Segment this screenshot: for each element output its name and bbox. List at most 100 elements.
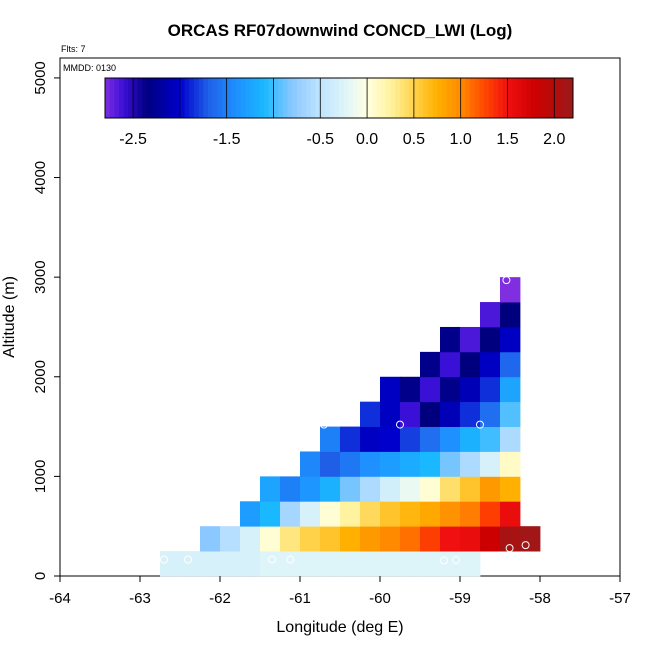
colorbar-segment xyxy=(385,78,391,118)
heatmap-cell xyxy=(500,302,521,328)
colorbar-segment xyxy=(404,78,410,118)
heatmap-cell xyxy=(480,501,501,527)
heatmap-cell xyxy=(440,426,461,452)
heatmap-cell xyxy=(480,526,501,552)
colorbar-segment xyxy=(137,78,143,118)
heatmap-cell xyxy=(500,476,521,502)
heatmap-cell xyxy=(400,401,421,427)
heatmap-cell xyxy=(460,326,481,353)
colorbar-segment xyxy=(516,78,523,118)
colorbar-segment xyxy=(329,78,335,118)
colorbar-segment xyxy=(456,78,462,118)
heatmap-cell xyxy=(340,501,361,527)
heatmap-cell xyxy=(420,401,441,427)
heatmap-cell xyxy=(480,302,501,328)
heatmap-cell xyxy=(460,351,481,378)
heatmap-cell xyxy=(440,351,461,378)
colorbar-segment xyxy=(142,78,148,118)
colorbar-segment xyxy=(175,78,181,118)
heatmap-cell xyxy=(480,351,501,378)
colorbar-segment xyxy=(343,78,349,118)
colorbar-segment xyxy=(231,78,237,118)
colorbar-segment xyxy=(310,78,317,118)
heatmap-cell xyxy=(360,526,381,552)
colorbar-segment xyxy=(259,78,265,118)
colorbar-segment xyxy=(413,78,420,118)
colorbar-segment xyxy=(119,78,125,118)
heatmap-cell xyxy=(460,476,481,502)
heatmap-cell xyxy=(500,376,521,403)
colorbar-segment xyxy=(105,78,111,118)
heatmap-cell xyxy=(220,526,241,552)
colorbar-segment xyxy=(399,78,406,118)
x-tick-label: -61 xyxy=(289,590,311,607)
colorbar-segment xyxy=(348,78,354,118)
heatmap-cell xyxy=(440,376,461,403)
colorbar-segment xyxy=(282,78,289,118)
heatmap-cell xyxy=(500,351,521,378)
colorbar-segment xyxy=(250,78,256,118)
flight-point xyxy=(440,556,448,565)
heatmap-cell xyxy=(400,451,421,477)
colorbar-segment xyxy=(151,78,157,118)
colorbar-segment xyxy=(324,78,331,118)
colorbar-segment xyxy=(357,78,363,118)
colorbar-segment xyxy=(502,78,508,118)
y-axis-label: Altitude (m) xyxy=(1,276,18,358)
heatmap-cell xyxy=(380,476,401,502)
flight-point xyxy=(320,420,328,429)
colorbar-segment xyxy=(114,78,120,118)
heatmap-cell xyxy=(400,526,421,552)
colorbar-segment xyxy=(315,78,321,118)
colorbar-tick-labels: -2.5 -1.5 -0.5 0.0 0.5 1.0 1.5 2.0 xyxy=(119,131,565,148)
colorbar-segment xyxy=(207,78,214,118)
colorbar-tick-label: -1.5 xyxy=(213,131,241,148)
colorbar-segment xyxy=(226,78,232,118)
x-tick-label: -57 xyxy=(609,590,631,607)
heatmap-cell xyxy=(280,526,301,552)
heatmap-cell xyxy=(420,526,441,552)
heatmap-cell xyxy=(260,476,281,502)
colorbar-tick-label: 0.5 xyxy=(403,131,425,148)
heatmap-cell xyxy=(480,376,501,403)
heatmap-cell xyxy=(460,551,481,577)
heatmap-cell xyxy=(380,551,401,577)
colorbar-segment xyxy=(189,78,195,118)
heatmap-cell xyxy=(340,526,361,552)
colorbar-segment xyxy=(427,78,434,118)
colorbar-segment xyxy=(432,78,438,118)
heatmap-cell xyxy=(360,551,381,577)
colorbar-segment xyxy=(474,78,480,118)
colorbar-segment xyxy=(264,78,270,118)
heatmap-cell xyxy=(320,551,341,577)
colorbar-segment xyxy=(423,78,429,118)
heatmap-cell xyxy=(260,501,281,527)
heatmap-cell xyxy=(500,426,521,452)
colorbar-segment xyxy=(212,78,218,118)
colorbar-segment xyxy=(376,78,382,118)
colorbar-segment xyxy=(147,78,153,118)
heatmap-cell xyxy=(480,476,501,502)
colorbar-segment xyxy=(390,78,396,118)
x-tick-label: -64 xyxy=(49,590,71,607)
heatmap-cell xyxy=(200,551,221,577)
heatmap-cell xyxy=(360,501,381,527)
x-tick-label: -60 xyxy=(369,590,391,607)
heatmap-cell xyxy=(400,501,421,527)
heatmap-cell xyxy=(340,476,361,502)
colorbar-segment xyxy=(526,78,532,118)
colorbar-segment xyxy=(563,78,569,118)
heatmap-cell xyxy=(300,551,321,577)
colorbar-frame xyxy=(104,77,574,119)
colorbar-segment xyxy=(558,78,565,118)
colorbar-segment xyxy=(441,78,448,118)
heatmap-cell xyxy=(460,451,481,477)
heatmap-cell xyxy=(380,401,401,427)
colorbar-tick-label: 1.0 xyxy=(450,131,472,148)
heatmap-cell xyxy=(340,451,361,477)
colorbar-segment xyxy=(179,78,186,118)
colorbar-segment xyxy=(156,78,162,118)
colorbar-segment xyxy=(493,78,499,118)
heatmap-cell xyxy=(280,501,301,527)
colorbar-segment xyxy=(465,78,471,118)
